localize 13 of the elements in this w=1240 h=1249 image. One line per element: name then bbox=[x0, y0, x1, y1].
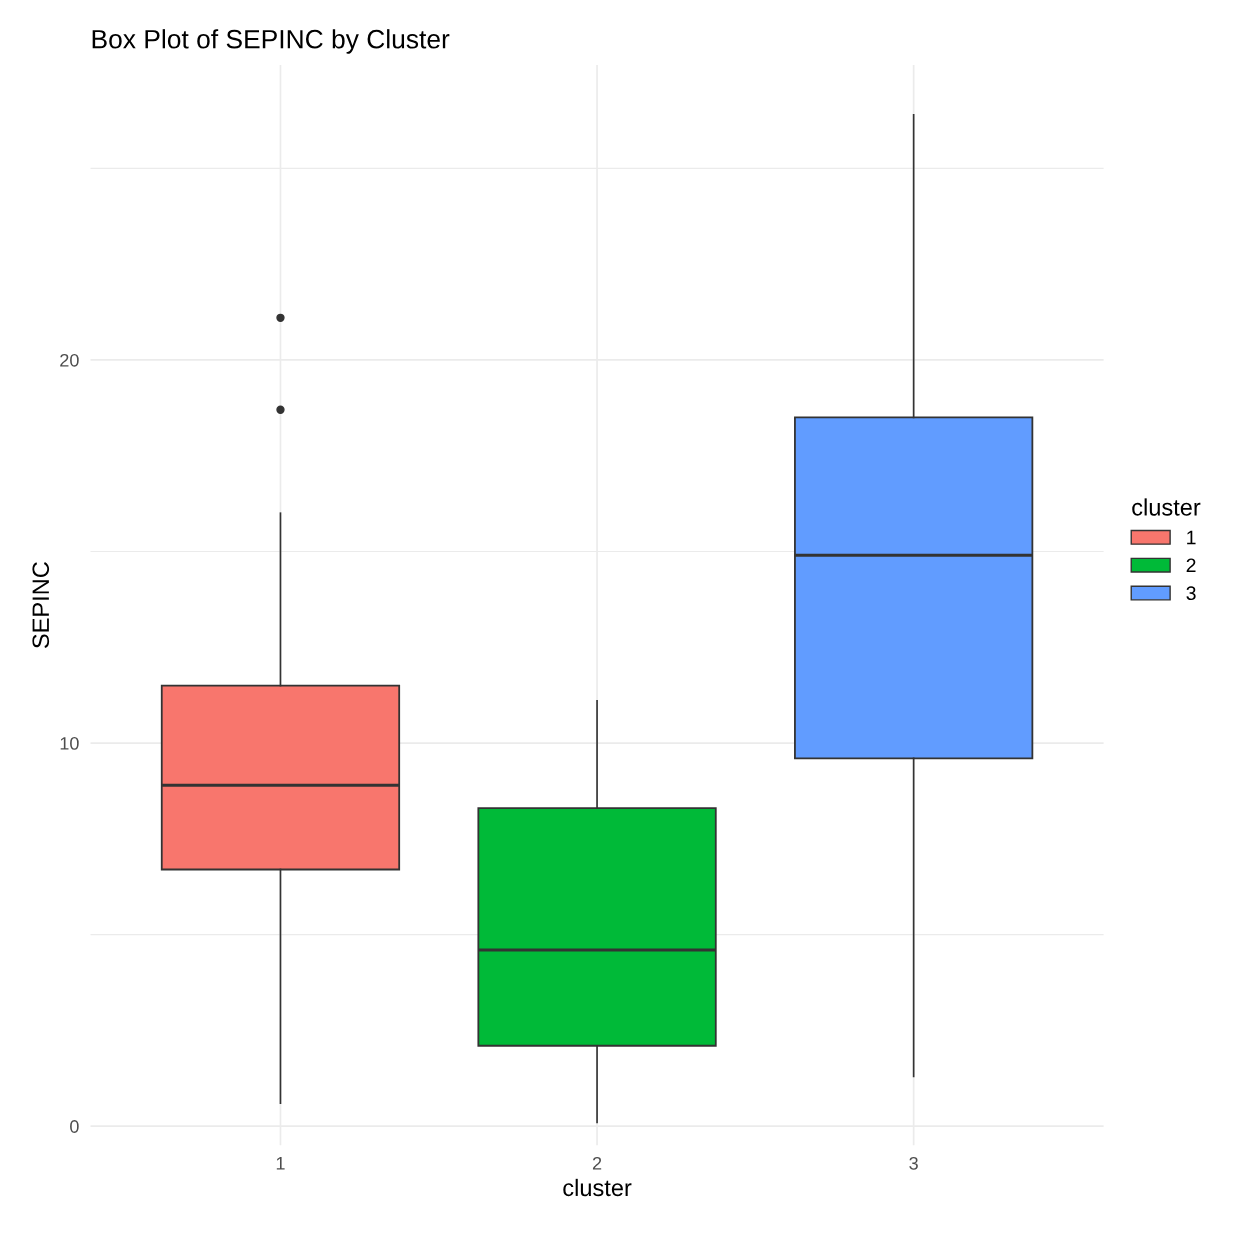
chart-title: Box Plot of SEPINC by Cluster bbox=[92, 29, 450, 54]
y-axis-title: SEPINC bbox=[32, 562, 50, 649]
y-tick-label: 0 bbox=[70, 1120, 79, 1133]
x-tick-label: 3 bbox=[909, 1156, 918, 1170]
legend-label: 3 bbox=[1186, 586, 1196, 601]
y-tick-label: 10 bbox=[60, 737, 79, 750]
legend-title: cluster bbox=[1132, 498, 1201, 516]
legend-label: 1 bbox=[1187, 530, 1196, 545]
x-axis-title: cluster bbox=[563, 1178, 632, 1197]
legend-label: 2 bbox=[1186, 558, 1196, 573]
x-tick-label: 2 bbox=[592, 1156, 602, 1170]
x-tick-label: 1 bbox=[276, 1157, 285, 1170]
y-tick-label: 20 bbox=[60, 353, 79, 367]
